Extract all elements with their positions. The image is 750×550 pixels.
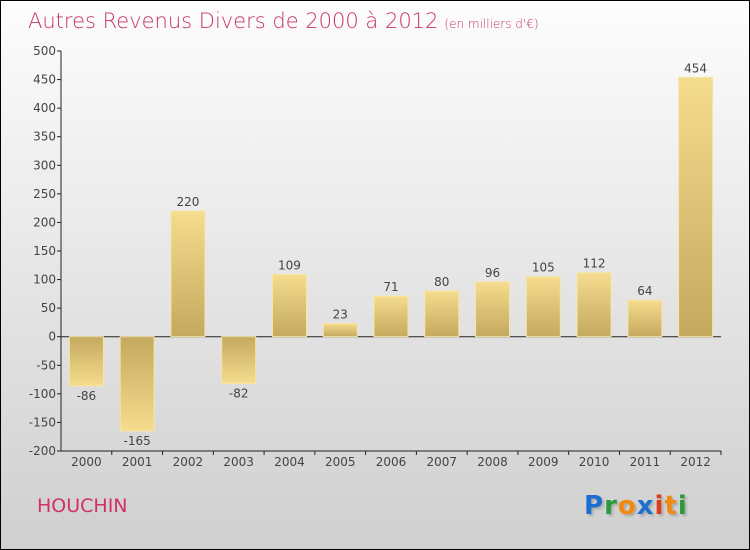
bar <box>678 76 714 338</box>
x-tick-label: 2012 <box>680 455 711 469</box>
y-tick-label: 50 <box>41 301 56 315</box>
data-label: 220 <box>176 195 199 209</box>
bar <box>68 336 104 387</box>
x-tick-label: 2011 <box>630 455 661 469</box>
y-tick-label: 450 <box>33 73 56 87</box>
y-tick-label: 350 <box>33 130 56 144</box>
bar <box>576 272 612 338</box>
data-label: 23 <box>333 308 348 322</box>
y-tick-label: 300 <box>33 158 56 172</box>
bar <box>271 273 307 338</box>
x-tick-label: 2010 <box>579 455 610 469</box>
data-label: 80 <box>434 275 449 289</box>
bar <box>373 295 409 338</box>
x-tick-label: 2005 <box>325 455 356 469</box>
bar <box>424 290 460 338</box>
data-label: 109 <box>278 258 301 272</box>
y-tick-label: 0 <box>48 330 56 344</box>
data-label: -165 <box>124 434 151 448</box>
data-label: -86 <box>77 389 97 403</box>
x-tick-label: 2008 <box>477 455 508 469</box>
x-tick-label: 2006 <box>376 455 407 469</box>
bar <box>475 281 511 338</box>
y-tick-label: 400 <box>33 101 56 115</box>
bar <box>627 299 663 338</box>
data-label: -82 <box>229 387 249 401</box>
x-tick-label: 2001 <box>122 455 153 469</box>
bar <box>170 210 206 338</box>
y-tick-label: -50 <box>36 358 56 372</box>
y-tick-label: -200 <box>29 444 56 458</box>
data-label: 96 <box>485 266 500 280</box>
y-tick-label: 500 <box>33 44 56 58</box>
y-tick-label: 100 <box>33 273 56 287</box>
bar <box>221 336 257 385</box>
data-label: 71 <box>383 280 398 294</box>
x-tick-label: 2002 <box>173 455 204 469</box>
data-label: 64 <box>637 284 652 298</box>
bar <box>119 336 155 432</box>
data-label: 112 <box>583 257 606 271</box>
x-tick-label: 2004 <box>274 455 305 469</box>
y-tick-label: 250 <box>33 187 56 201</box>
bar <box>322 323 358 338</box>
title-text: Autres Revenus Divers de 2000 à 2012 <box>28 9 439 33</box>
proxiti-logo[interactable]: Proxiti <box>584 491 688 521</box>
x-tick-label: 2009 <box>528 455 559 469</box>
y-tick-label: -100 <box>29 387 56 401</box>
y-tick-label: 150 <box>33 244 56 258</box>
unit-label: (en milliers d'€) <box>444 17 539 31</box>
y-tick-label: 200 <box>33 215 56 229</box>
bar <box>525 276 561 338</box>
x-tick-label: 2007 <box>426 455 457 469</box>
y-tick-label: -150 <box>29 415 56 429</box>
data-label: 454 <box>684 61 707 75</box>
chart-title: Autres Revenus Divers de 2000 à 2012 (en … <box>28 9 539 33</box>
x-tick-label: 2000 <box>71 455 102 469</box>
x-tick-label: 2003 <box>223 455 254 469</box>
data-label: 105 <box>532 261 555 275</box>
town-name: HOUCHIN <box>37 495 128 517</box>
